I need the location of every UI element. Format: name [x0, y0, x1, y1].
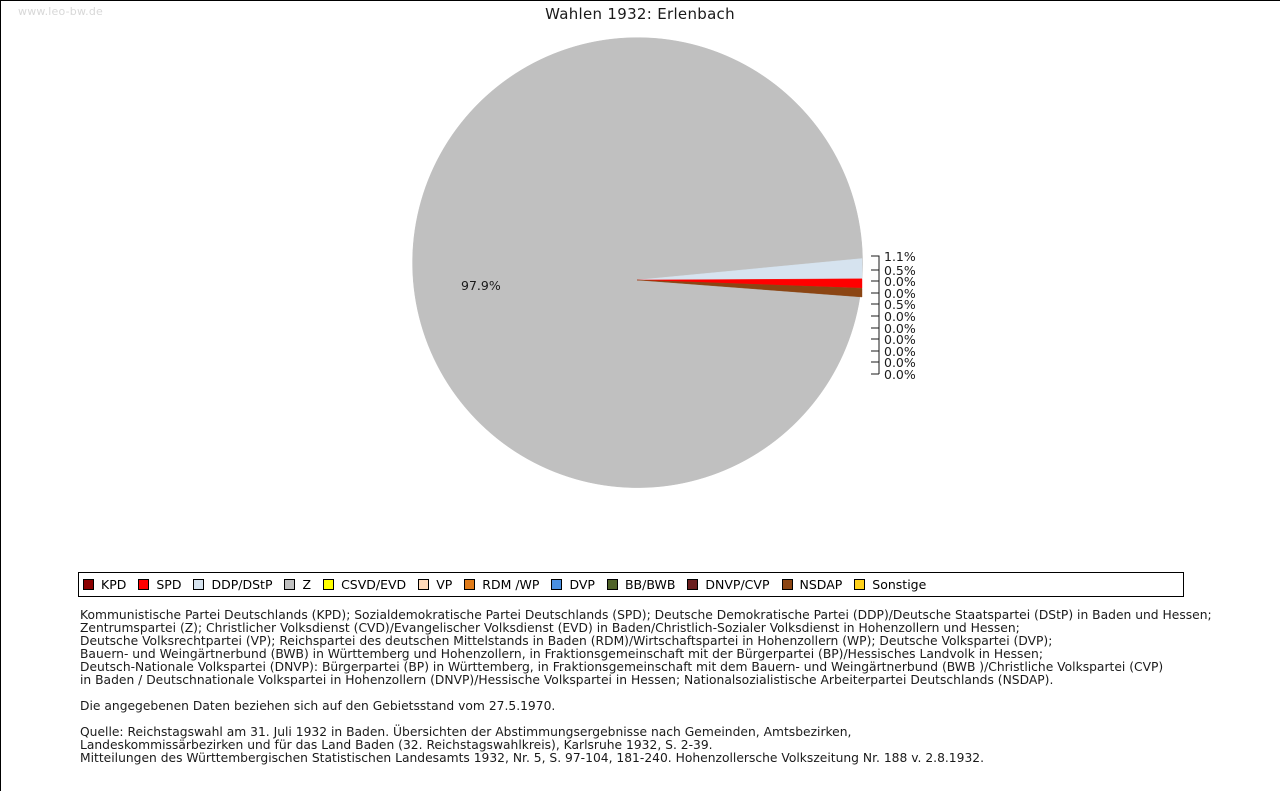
legend-swatch-vp [418, 579, 430, 590]
legend-item-ddp-dstp[interactable]: DDP/DStP [193, 577, 281, 592]
pie-label-1: 0.5% [884, 263, 916, 278]
legend-swatch-sonstige [854, 579, 866, 590]
legend-item-bb-bwb[interactable]: BB/BWB [606, 577, 684, 592]
legend-item-rdm-wp[interactable]: RDM /WP [464, 577, 548, 592]
footnote-quelle: Quelle: Reichstagswahl am 31. Juli 1932 … [80, 726, 1220, 765]
footnote-parties-line-1: Kommunistische Partei Deutschlands (KPD)… [80, 608, 1212, 622]
site-watermark: www.leo-bw.de [18, 5, 104, 18]
legend-swatch-ddp-dstp [193, 579, 205, 590]
footnote-quelle-line-1: Quelle: Reichstagswahl am 31. Juli 1932 … [80, 725, 852, 739]
legend-label-ddp-dstp: DDP/DStP [211, 577, 273, 592]
footnote-gebietsstand: Die angegebenen Daten beziehen sich auf … [80, 700, 1220, 713]
chart-legend: KPD SPD DDP/DStP Z CSVD/EVD VP RDM /WP D… [78, 572, 1184, 597]
legend-swatch-spd [138, 579, 150, 590]
legend-label-rdm-wp: RDM /WP [482, 577, 540, 592]
footnote-gebietsstand-line-1: Die angegebenen Daten beziehen sich auf … [80, 699, 556, 713]
legend-item-dnvp-cvp[interactable]: DNVP/CVP [687, 577, 778, 592]
pie-label-3: 0.0% [884, 286, 916, 301]
legend-item-kpd[interactable]: KPD [83, 577, 135, 592]
legend-swatch-bb-bwb [606, 579, 618, 590]
legend-swatch-nsdap [781, 579, 793, 590]
legend-label-spd: SPD [156, 577, 182, 592]
pie-label-inside: 97.9% [461, 278, 501, 293]
pie-chart: 97.9% 1.1% 0.5% 0.0% 0.0% 0.5% 0.0% 0.0%… [0, 32, 1280, 552]
page-title: Wahlen 1932: Erlenbach [545, 5, 735, 23]
pie-label-7: 0.0% [884, 332, 916, 347]
pie-label-10: 0.0% [884, 367, 916, 382]
legend-item-dvp[interactable]: DVP [551, 577, 604, 592]
footnote-parties-line-6: in Baden / Deutschnationale Volkspartei … [80, 673, 1054, 687]
pie-label-8: 0.0% [884, 344, 916, 359]
footnote-parties-line-4: Bauern- und Weingärtnerbund (BWB) in Wür… [80, 647, 1043, 661]
legend-label-z: Z [302, 577, 312, 592]
footnote-parties: Kommunistische Partei Deutschlands (KPD)… [80, 609, 1220, 687]
legend-item-sonstige[interactable]: Sonstige [854, 577, 935, 592]
footnote-quelle-line-3: Mitteilungen des Württembergischen Stati… [80, 751, 985, 765]
legend-label-dvp: DVP [569, 577, 595, 592]
legend-swatch-dvp [551, 579, 563, 590]
legend-item-nsdap[interactable]: NSDAP [781, 577, 852, 592]
footnote-parties-line-2: Zentrumspartei (Z); Christlicher Volksdi… [80, 621, 1020, 635]
legend-item-z[interactable]: Z [284, 577, 320, 592]
legend-label-kpd: KPD [101, 577, 127, 592]
pie-label-5: 0.0% [884, 309, 916, 324]
leader-lines [871, 255, 880, 375]
footnote-parties-line-3: Deutsche Volksrechtpartei (VP); Reichspa… [80, 634, 1053, 648]
footnotes: Kommunistische Partei Deutschlands (KPD)… [80, 609, 1220, 765]
footnote-quelle-line-2: Landeskommissärbezirken und für das Land… [80, 738, 713, 752]
footnote-parties-line-5: Deutsch-Nationale Volkspartei (DNVP): Bü… [80, 660, 1164, 674]
legend-item-spd[interactable]: SPD [138, 577, 190, 592]
legend-swatch-z [284, 579, 296, 590]
pie-slice-nsdap [636, 279, 863, 298]
legend-label-vp: VP [436, 577, 453, 592]
pie-slice-z [412, 37, 863, 488]
legend-label-bb-bwb: BB/BWB [624, 577, 676, 592]
legend-label-sonstige: Sonstige [872, 577, 927, 592]
pie-label-6: 0.0% [884, 321, 916, 336]
pie-label-4: 0.5% [884, 297, 916, 312]
legend-label-dnvp-cvp: DNVP/CVP [705, 577, 770, 592]
legend-swatch-dnvp-cvp [687, 579, 699, 590]
legend-label-nsdap: NSDAP [799, 577, 843, 592]
pie-label-9: 0.0% [884, 355, 916, 370]
legend-label-csvd-evd: CSVD/EVD [341, 577, 407, 592]
pie-label-0: 1.1% [884, 249, 916, 264]
legend-swatch-kpd [83, 579, 94, 590]
legend-swatch-rdm-wp [464, 579, 476, 590]
legend-item-vp[interactable]: VP [418, 577, 461, 592]
legend-swatch-csvd-evd [323, 579, 335, 590]
legend-item-csvd-evd[interactable]: CSVD/EVD [323, 577, 415, 592]
pie-label-2: 0.0% [884, 274, 916, 289]
